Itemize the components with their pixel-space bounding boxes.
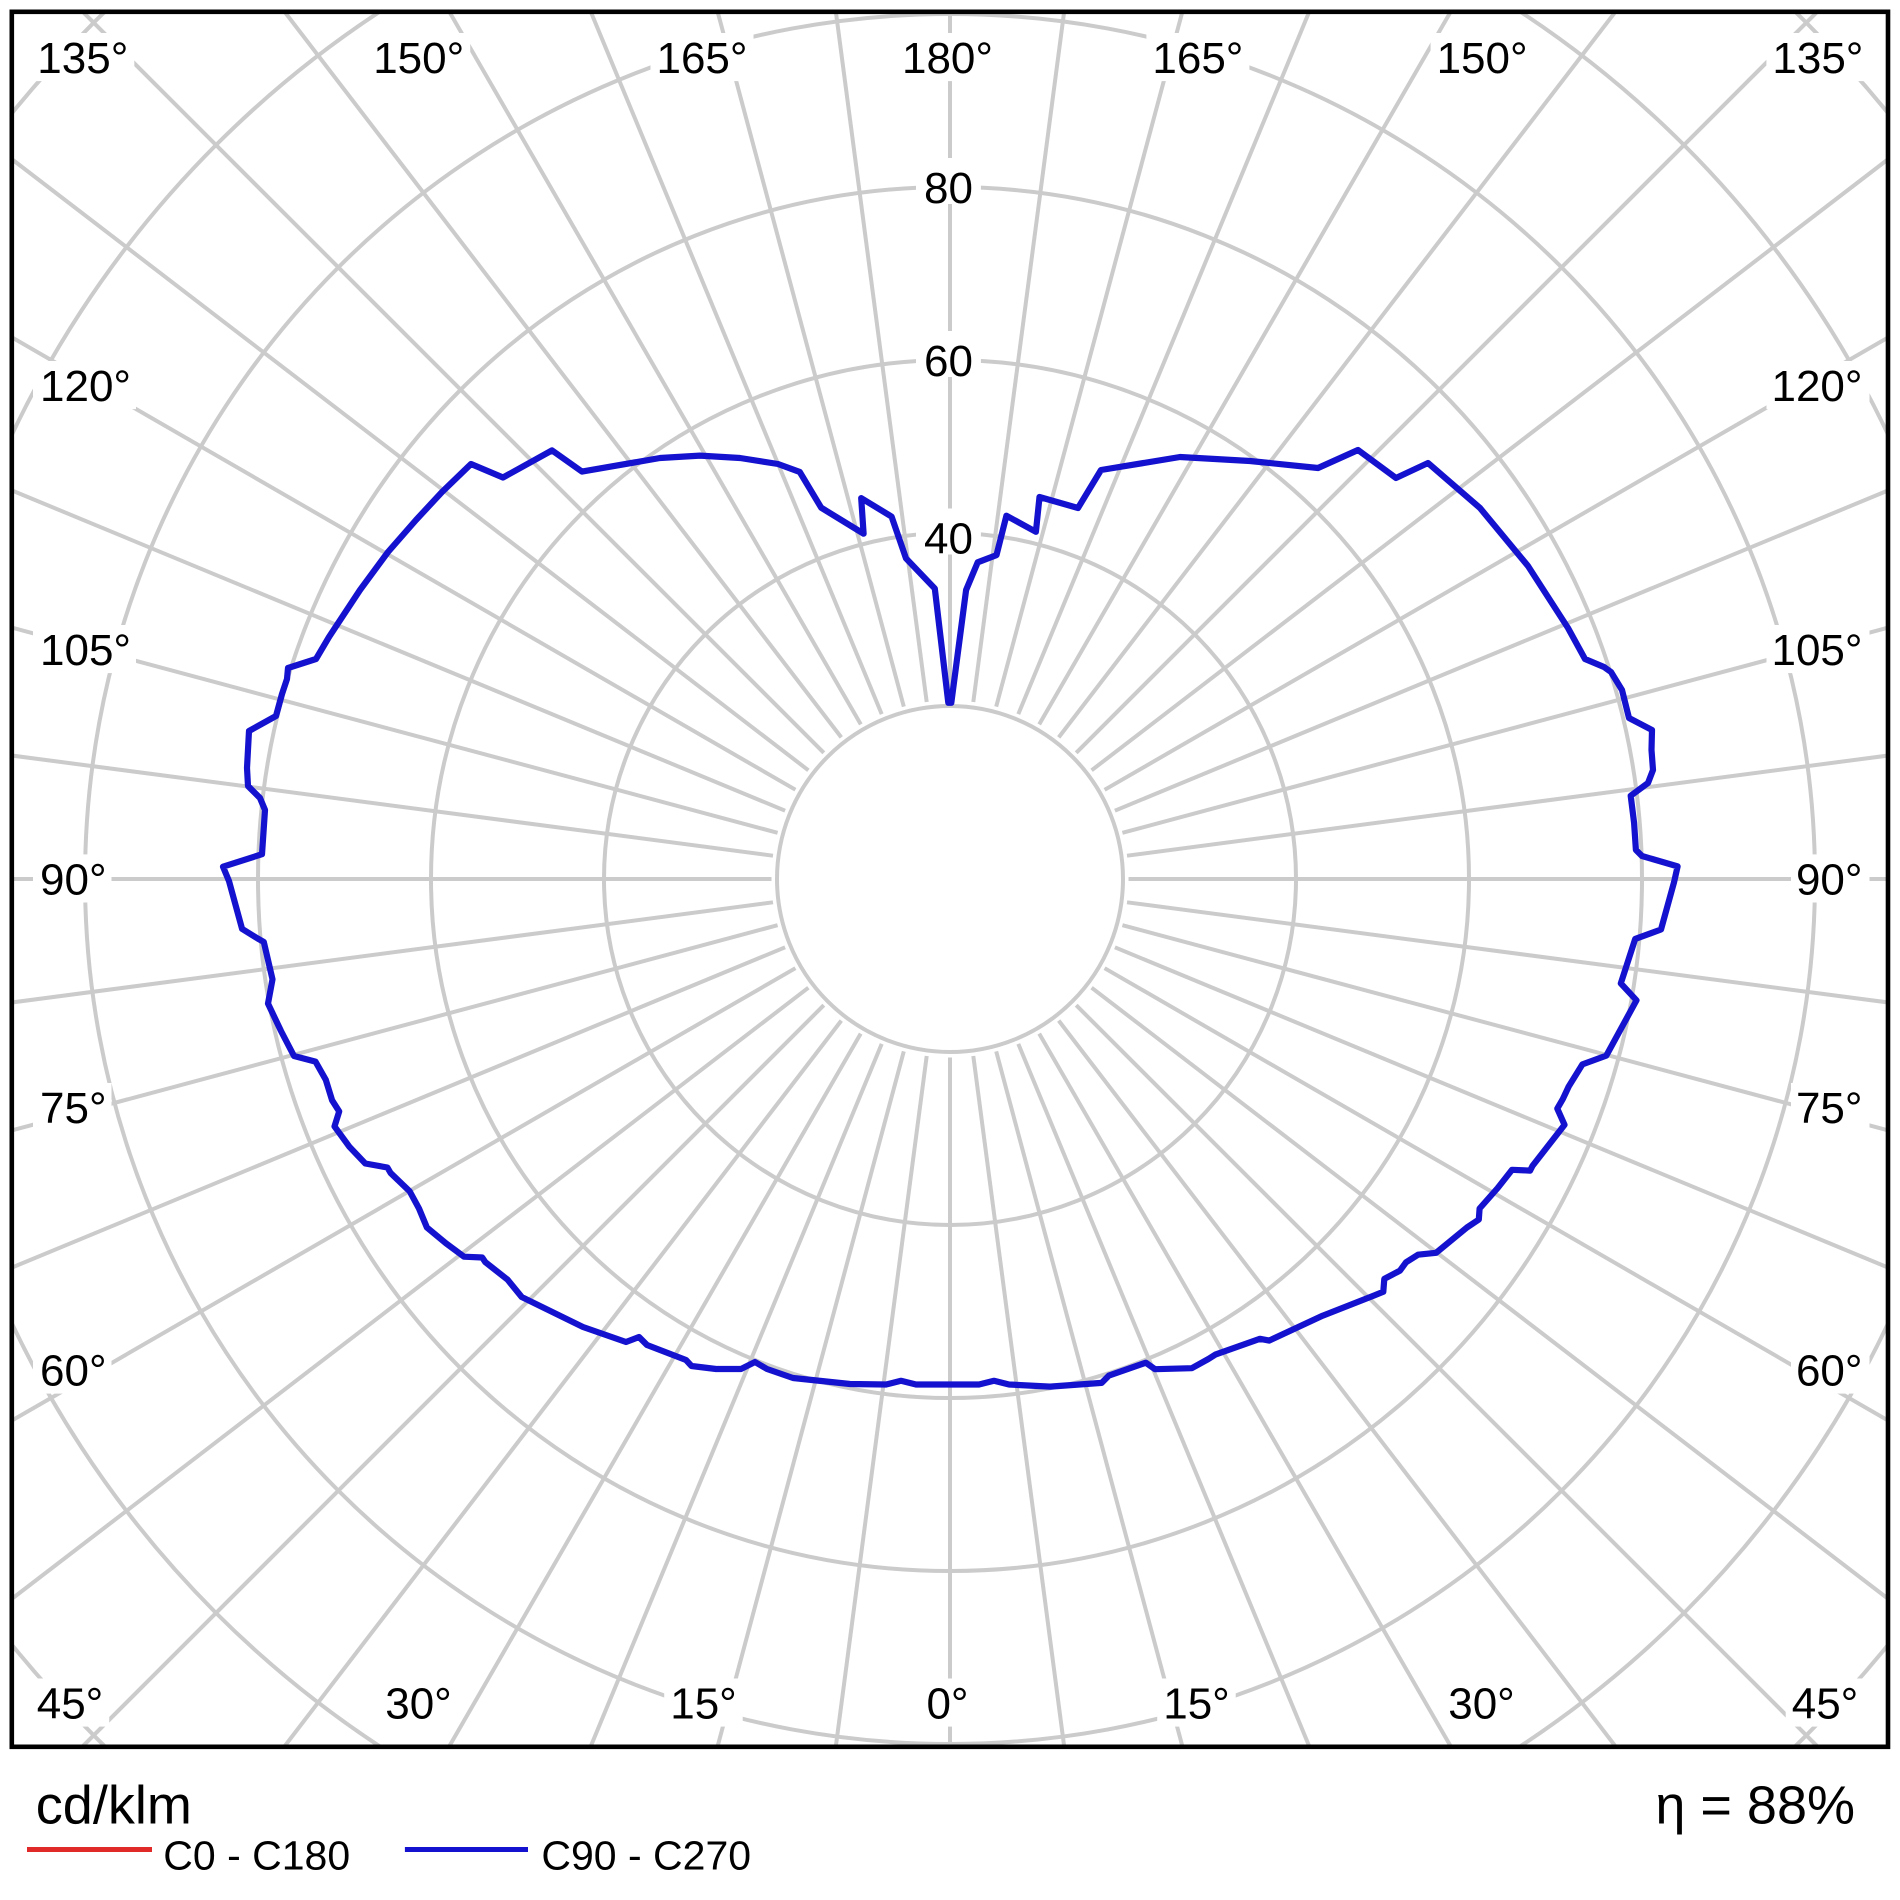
svg-text:105°: 105° [40,626,131,675]
svg-text:60°: 60° [40,1347,107,1396]
svg-text:90°: 90° [1796,855,1863,904]
svg-text:30°: 30° [385,1680,452,1729]
svg-text:15°: 15° [670,1680,737,1729]
svg-text:135°: 135° [1772,34,1863,83]
svg-text:40: 40 [924,515,973,564]
svg-text:165°: 165° [1152,34,1243,83]
svg-text:cd/klm: cd/klm [36,1776,192,1836]
svg-text:90°: 90° [40,855,107,904]
svg-text:150°: 150° [373,34,464,83]
svg-text:165°: 165° [656,34,747,83]
svg-text:120°: 120° [40,362,131,411]
svg-text:C0 - C180: C0 - C180 [163,1833,350,1879]
svg-text:30°: 30° [1448,1680,1515,1729]
svg-text:45°: 45° [37,1680,104,1729]
svg-text:η = 88%: η = 88% [1655,1776,1855,1836]
svg-text:75°: 75° [40,1084,107,1133]
svg-text:45°: 45° [1792,1680,1859,1729]
svg-text:150°: 150° [1437,34,1528,83]
svg-text:80: 80 [924,164,973,213]
svg-text:120°: 120° [1771,362,1862,411]
svg-text:60°: 60° [1796,1347,1863,1396]
svg-text:C90 - C270: C90 - C270 [541,1833,751,1879]
svg-text:0°: 0° [926,1680,968,1729]
svg-text:75°: 75° [1796,1084,1863,1133]
svg-text:105°: 105° [1771,626,1862,675]
svg-text:180°: 180° [902,34,993,83]
svg-text:135°: 135° [37,34,128,83]
svg-text:15°: 15° [1163,1680,1230,1729]
svg-text:60: 60 [924,337,973,386]
